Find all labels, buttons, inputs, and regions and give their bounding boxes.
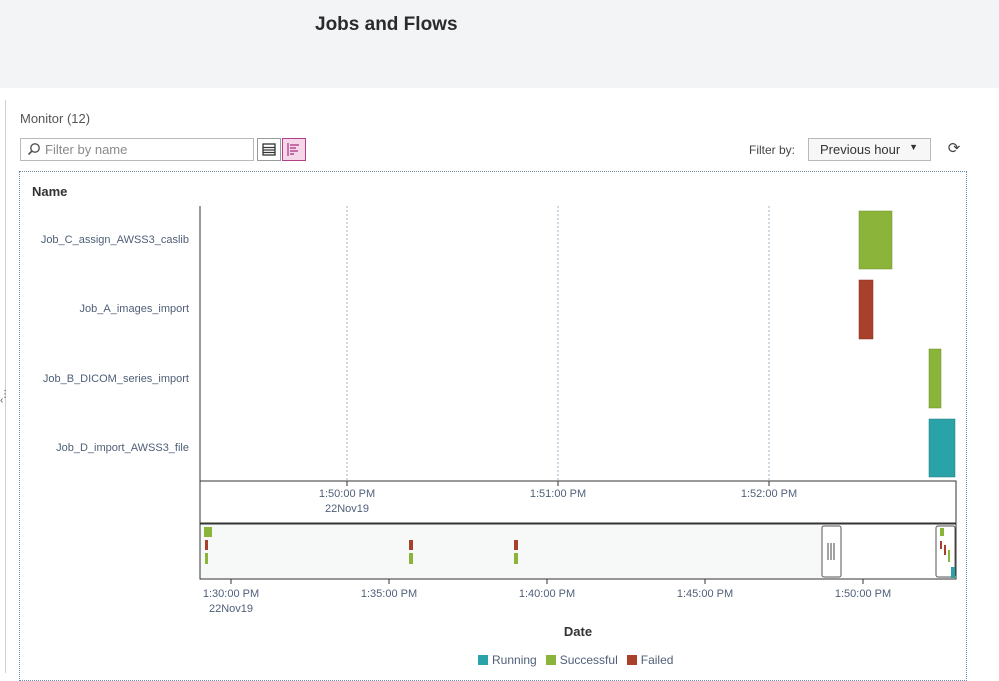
legend-swatch — [478, 655, 488, 665]
page-title: Jobs and Flows — [315, 14, 458, 35]
list-icon — [262, 143, 276, 156]
name-column-header: Name — [32, 184, 68, 199]
job-label[interactable]: Job_D_import_AWSS3_file — [56, 442, 189, 454]
panel-divider — [5, 100, 6, 673]
search-field[interactable] — [20, 138, 254, 161]
legend-item-successful: Successful — [545, 653, 618, 667]
legend-swatch — [545, 655, 556, 665]
filter-label: Filter by: — [749, 143, 796, 157]
search-icon — [27, 143, 40, 156]
resize-handle-icon[interactable]: ⋮ ‹ — [0, 389, 10, 406]
monitor-count-label: Monitor (12) — [20, 111, 91, 126]
header-band — [0, 0, 999, 88]
job-label[interactable]: Job_C_assign_AWSS3_caslib — [40, 234, 189, 246]
legend-label: Failed — [640, 653, 674, 667]
legend-item-failed: Failed — [626, 653, 674, 667]
job-label[interactable]: Job_A_images_import — [79, 303, 189, 315]
timeline-view-button[interactable] — [282, 138, 306, 161]
timeline-panel — [19, 171, 967, 681]
legend-label: Successful — [559, 653, 618, 667]
timeline-icon — [287, 143, 299, 156]
chart-legend: Running Successful Failed — [478, 653, 673, 667]
refresh-icon[interactable]: ⟳ — [947, 140, 961, 157]
time-filter-dropdown[interactable]: Previous hour ▼ — [808, 138, 931, 161]
legend-swatch — [626, 655, 637, 665]
job-label[interactable]: Job_B_DICOM_series_import — [42, 373, 189, 385]
legend-label: Running — [492, 653, 537, 667]
list-view-button[interactable] — [257, 138, 281, 161]
search-input[interactable] — [45, 140, 250, 159]
legend-item-running: Running — [478, 653, 537, 667]
time-filter-value: Previous hour — [820, 142, 901, 157]
caret-down-icon: ▼ — [909, 142, 918, 152]
